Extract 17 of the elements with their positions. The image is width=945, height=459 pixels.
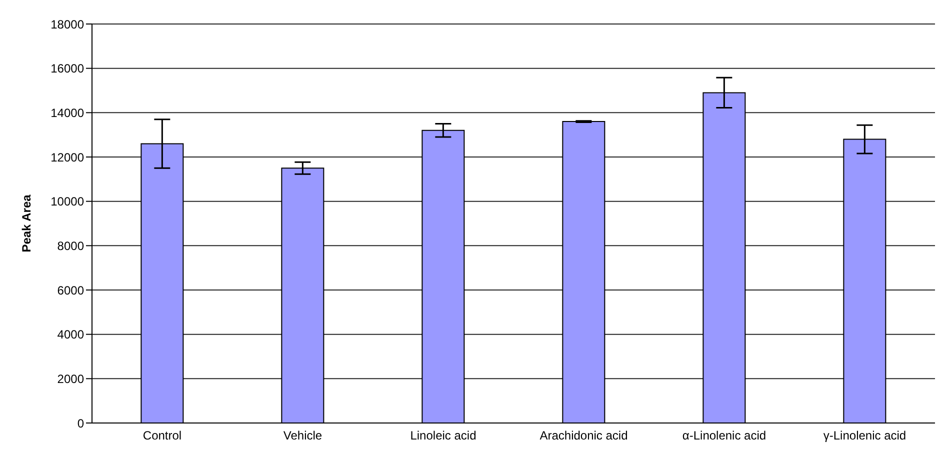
y-tick-label: 10000 xyxy=(50,194,84,209)
y-tick-label: 18000 xyxy=(50,17,84,32)
y-tick-label: 12000 xyxy=(50,150,84,164)
y-tick-label: 0 xyxy=(77,416,84,430)
y-axis-title: Peak Area xyxy=(19,194,34,252)
x-tick-label: Control xyxy=(142,428,182,443)
x-tick-label: Arachidonic acid xyxy=(540,428,628,443)
y-tick-label: 2000 xyxy=(57,372,84,386)
x-tick-label: Vehicle xyxy=(283,428,322,443)
y-tick-label: 4000 xyxy=(57,328,84,342)
y-tick-label: 8000 xyxy=(57,238,84,253)
y-tick-label: 6000 xyxy=(57,283,84,298)
x-tick-label: γ-Linolenic acid xyxy=(823,428,906,443)
y-tick-label: 14000 xyxy=(50,106,84,120)
x-tick-label: Linoleic acid xyxy=(410,428,476,443)
x-tick-label: α-Linolenic acid xyxy=(682,428,766,443)
y-tick-label: 16000 xyxy=(50,62,84,76)
